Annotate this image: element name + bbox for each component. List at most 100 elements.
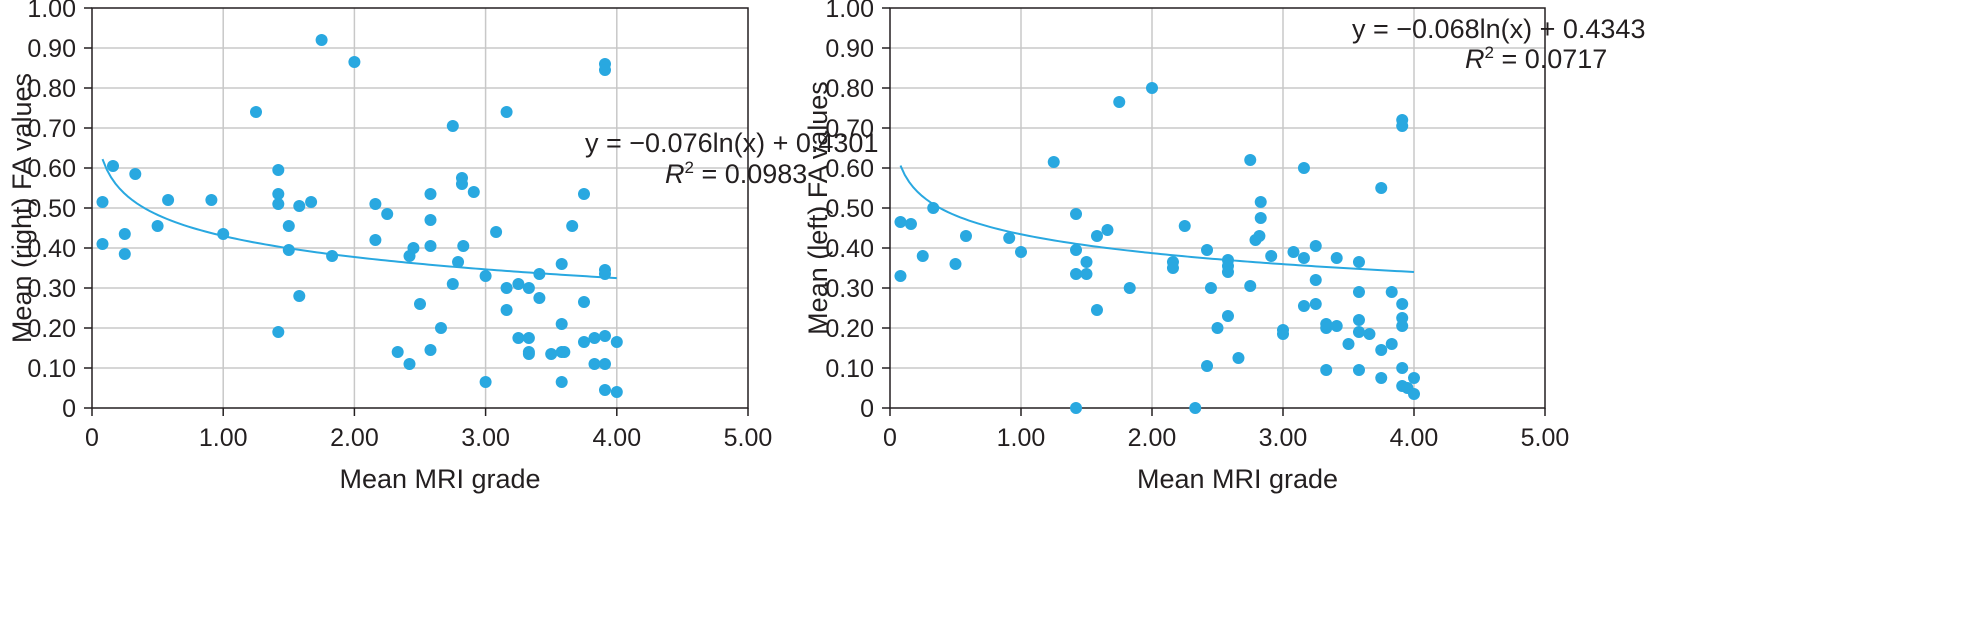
data-point [1178,220,1191,232]
data-point [446,120,459,132]
data-point [293,290,306,302]
data-point [578,296,590,308]
data-point [894,270,907,282]
data-point [446,278,459,290]
data-point [1254,196,1267,208]
data-point [1375,372,1388,384]
data-point [1113,96,1126,108]
r-squared-value: = 0.0983 [694,159,807,189]
data-point [1408,388,1420,400]
data-point [326,250,339,262]
data-point [151,220,164,232]
x-axis-label: Mean MRI grade [1137,464,1338,494]
y-tick-label: 0.60 [27,155,76,183]
x-tick-label: 2.00 [330,424,379,452]
data-point [129,168,142,180]
data-point [1221,310,1234,322]
x-tick-label: 0 [85,424,99,452]
data-point [414,298,426,310]
trend-curve [899,165,1415,273]
data-point [522,332,535,344]
data-point [403,358,416,370]
data-point [1408,372,1420,384]
data-point [555,258,568,270]
data-point [1396,298,1409,310]
data-point [522,282,535,294]
data-point [1070,268,1083,280]
x-tick-label: 4.00 [1390,424,1439,452]
data-point [1189,402,1202,414]
data-point [106,160,119,172]
data-point [424,188,437,200]
data-point [1309,240,1322,252]
y-tick-label: 1.00 [27,0,76,23]
data-point [1396,320,1409,332]
y-tick-label: 0.60 [825,155,874,183]
y-tick-label: 0.90 [825,35,874,63]
data-point [1166,262,1179,274]
data-point [467,186,480,198]
data-point [424,240,437,252]
data-point [1309,298,1322,310]
data-point [305,196,318,208]
data-point [490,226,503,238]
y-tick-label: 0.40 [27,235,76,263]
data-point [500,304,513,316]
y-tick-label: 0.20 [825,315,874,343]
data-point [293,200,306,212]
r-squared-exponent: 2 [1485,43,1494,62]
data-point [1277,328,1289,340]
data-point [533,268,546,280]
y-tick-label: 0 [860,395,874,423]
data-point [118,228,131,240]
data-point [598,358,611,370]
y-tick-label: 0.20 [27,315,76,343]
data-point [1146,82,1158,94]
trend-equation: y = −0.068ln(x) + 0.4343 [1352,14,1645,44]
data-point [927,202,940,214]
data-point [1320,322,1333,334]
data-point [391,346,404,358]
data-point [455,178,468,190]
data-point [533,292,546,304]
data-point [1123,282,1136,294]
r-squared-value: = 0.0717 [1494,44,1607,74]
data-point [1201,360,1214,372]
data-point [588,332,601,344]
data-point [1015,246,1027,258]
x-axis-label: Mean MRI grade [339,464,540,494]
data-point [1265,250,1278,262]
data-point [1221,266,1234,278]
data-point [1352,256,1365,268]
data-point [894,216,907,228]
x-tick-label: 3.00 [461,424,510,452]
chart-2: 0 1.00 2.00 3.00 4.00 5.00 0 0.10 0.20 0.30 0.40 0.… [803,0,1645,494]
y-tick-label: 0.10 [27,355,76,383]
data-point [1101,224,1114,236]
x-tick-label: 5.00 [724,424,773,452]
data-point [1297,162,1310,174]
data-point [1352,286,1365,298]
data-point [500,282,513,294]
data-point [598,268,611,280]
data-point [588,358,601,370]
data-point [1201,244,1214,256]
data-point [479,270,492,282]
data-point [1396,362,1409,374]
data-point [1320,364,1333,376]
chart-1: 0 1.00 2.00 3.00 4.00 5.00 0 0.10 0.20 0.30 0.40 0.… [7,0,878,494]
data-point [424,344,437,356]
data-point [959,230,972,242]
data-point [566,220,579,232]
data-point [598,330,611,342]
trend-equation: y = −0.076ln(x) + 0.4301 [585,128,878,158]
data-point [434,322,447,334]
y-tick-label: 0.30 [825,275,874,303]
y-tick-label: 0.50 [27,195,76,223]
y-tick-label: 0.70 [825,115,874,143]
data-point [578,336,590,348]
r-symbol: R [665,159,685,189]
data-point [452,256,465,268]
